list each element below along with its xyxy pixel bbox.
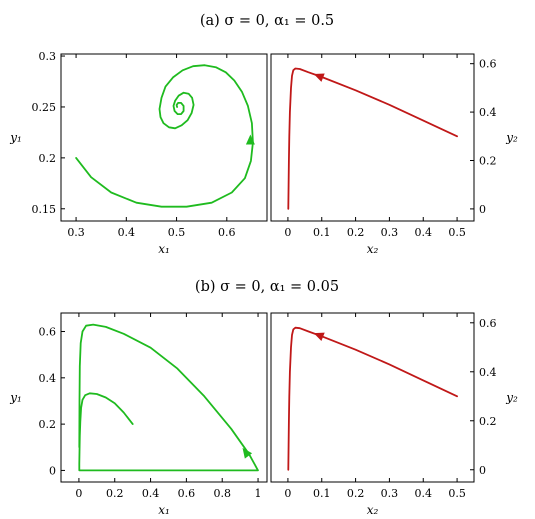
x-tick-label: 0: [284, 487, 291, 500]
x-tick-label: 0.3: [381, 226, 399, 239]
panel-b-title: (b) σ = 0, α₁ = 0.05: [195, 279, 339, 295]
y-tick-label: 0.6: [479, 58, 497, 71]
x-tick-label: 0.2: [106, 487, 124, 500]
x-tick-label: 0: [284, 226, 291, 239]
x-tick-label: 0.5: [448, 487, 466, 500]
plot-frame: [60, 53, 268, 222]
x-axis-label: x₂: [367, 242, 379, 256]
direction-arrow: [242, 447, 253, 459]
direction-arrow: [313, 73, 325, 82]
x-tick-label: 0.1: [313, 226, 331, 239]
trajectory-line: [287, 67, 459, 210]
y-tick-label: 0.6: [39, 326, 57, 339]
y-tick-label: 0.2: [39, 152, 57, 165]
plot-frame: [60, 312, 268, 483]
y-tick-label: 0.4: [479, 366, 497, 379]
x-tick-label: 0.5: [168, 226, 186, 239]
y-tick-label: 0.4: [39, 372, 57, 385]
x-axis-label: x₁: [158, 242, 170, 256]
y-tick-label: 0.4: [479, 106, 497, 119]
direction-arrow: [313, 332, 325, 342]
x-tick-label: 0.2: [347, 487, 365, 500]
x-tick-label: 0.4: [415, 487, 433, 500]
x-axis-label: x₁: [158, 503, 170, 517]
y-axis-label: y₂: [505, 131, 518, 145]
plot-frame: [270, 312, 475, 483]
panel-a-title: (a) σ = 0, α₁ = 0.5: [200, 13, 334, 29]
x-tick-label: 0.3: [381, 487, 399, 500]
x-tick-label: 0.6: [178, 487, 196, 500]
y-tick-label: 0.15: [32, 203, 57, 216]
y-tick-label: 0.6: [479, 317, 497, 330]
x-tick-label: 0.6: [218, 226, 236, 239]
plot-a-left: 0.3 0.4 0.5 0.6 0.15 0.2 0.25 0.3 x₁ y₁: [9, 50, 268, 256]
x-tick-label: 0.3: [67, 226, 85, 239]
y-axis-label: y₁: [9, 131, 22, 145]
direction-arrow: [245, 134, 255, 145]
trajectory-line: [287, 326, 459, 471]
x-tick-label: 0.1: [313, 487, 331, 500]
x-tick-label: 0.4: [142, 487, 160, 500]
y-tick-label: 0.25: [32, 101, 57, 114]
x-tick-label: 0.5: [448, 226, 466, 239]
y-tick-label: 0.2: [39, 418, 57, 431]
plot-a-right: 0 0.1 0.2 0.3 0.4 0.5 0 0.2 0.4 0.6 x₂ y₂: [270, 53, 518, 256]
x-tick-label: 0.4: [415, 226, 433, 239]
y-axis-label: y₂: [505, 391, 518, 405]
x-tick-label: 0.4: [118, 226, 136, 239]
y-tick-label: 0: [479, 464, 486, 477]
x-tick-label: 1: [255, 487, 262, 500]
plot-frame: [270, 53, 475, 222]
trajectory-line: [75, 64, 254, 208]
y-axis-label: y₁: [9, 391, 22, 405]
x-tick-label: 0.8: [213, 487, 231, 500]
y-tick-label: 0: [479, 203, 486, 216]
y-tick-label: 0.2: [479, 415, 497, 428]
plot-b-left: 0 0.2 0.4 0.6 0.8 1 0 0.2 0.4 0.6 x₁ y₁: [9, 312, 268, 517]
trajectory-line: [78, 323, 259, 472]
y-tick-label: 0.2: [479, 154, 497, 167]
x-tick-label: 0.2: [347, 226, 365, 239]
y-tick-label: 0.3: [39, 50, 57, 63]
y-tick-label: 0: [49, 464, 56, 477]
plot-b-right: 0 0.1 0.2 0.3 0.4 0.5 0 0.2 0.4 0.6 x₂ y₂: [270, 312, 518, 517]
x-axis-label: x₂: [367, 503, 379, 517]
x-tick-label: 0: [75, 487, 82, 500]
